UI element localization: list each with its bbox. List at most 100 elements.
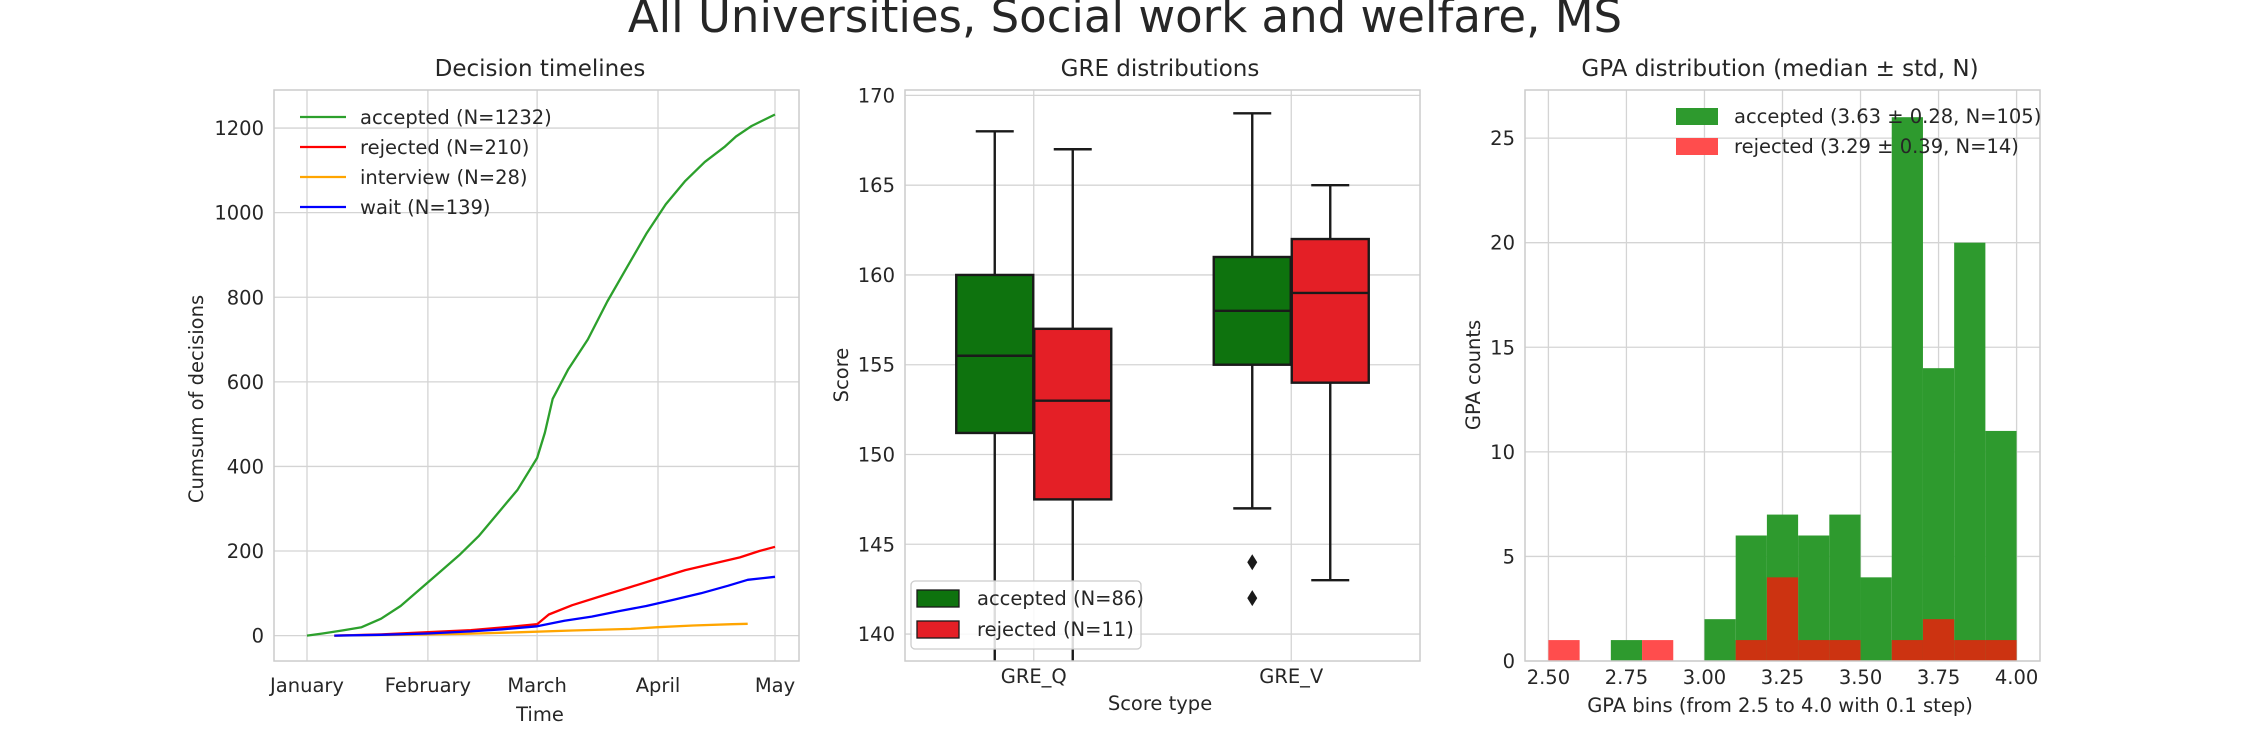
timeline-xlabel: Time (515, 703, 564, 726)
gpa-bar-accepted (1610, 640, 1643, 661)
gpa-title: GPA distribution (median ± std, N) (1581, 56, 1978, 82)
gpa-xtick: 2.50 (1527, 666, 1570, 689)
legend-swatch-hist_accepted (1676, 108, 1718, 125)
timeline-xtick: May (755, 674, 795, 697)
gpa-xtick: 2.75 (1605, 666, 1648, 689)
legend-label-box_rejected: rejected (N=11) (977, 618, 1134, 641)
gpa-bar-rejected (1829, 640, 1861, 661)
timeline-ytick: 600 (227, 371, 264, 394)
gpa-bar-accepted (1891, 117, 1923, 661)
gpa-bar-rejected (1985, 640, 2017, 661)
timeline-grid (274, 90, 799, 661)
gpa-ytick: 25 (1490, 127, 1515, 150)
timeline-ytick: 400 (227, 455, 264, 478)
timeline-xtick: March (507, 674, 566, 697)
gpa-bar-rejected (1642, 640, 1674, 661)
gre-box-box_accepted-GRE_V (1212, 112, 1292, 607)
gpa-xtick: 4.00 (1995, 666, 2038, 689)
gre-ylabel: Score (830, 348, 853, 403)
gre-box-body (955, 273, 1035, 435)
gpa-bar-accepted (1922, 368, 1955, 661)
gpa-legend: accepted (3.63 ± 0.28, N=105) rejected (3… (1676, 105, 2041, 158)
timeline-frame (273, 89, 800, 662)
gpa-ytick: 20 (1490, 232, 1515, 255)
timeline-title: Decision timelines (435, 56, 646, 82)
gre-box-body (1290, 237, 1370, 384)
legend-swatch-box_accepted (916, 589, 960, 608)
timeline-xtick: January (268, 674, 344, 697)
gpa-xtick: 3.75 (1917, 666, 1960, 689)
gpa-bar-rejected (1766, 577, 1799, 661)
timeline-ytick: 1200 (214, 117, 264, 140)
gpa-ytick: 0 (1503, 650, 1515, 673)
gre-ticks: GRE_Q GRE_V 140 145 150 155 160 165 170 (858, 84, 1324, 688)
legend-label-box_accepted: accepted (N=86) (977, 587, 1144, 610)
gre-xtick: GRE_V (1259, 665, 1324, 688)
gpa-bar-accepted (1829, 514, 1861, 661)
timeline-line-accepted (306, 113, 776, 637)
gpa-xtick: 3.00 (1683, 666, 1726, 689)
legend-swatch-hist_rejected (1676, 138, 1718, 155)
timeline-ytick: 800 (227, 286, 264, 309)
gpa-bar-rejected (1735, 640, 1767, 661)
timeline-xtick: February (385, 674, 471, 697)
gre-ytick: 145 (858, 533, 895, 556)
legend-swatch-box_rejected (916, 620, 960, 639)
gpa-bar-accepted (1985, 430, 2017, 661)
gpa-bars (1548, 117, 2017, 661)
gre-boxes (955, 112, 1370, 661)
gpa-bar-accepted (1860, 577, 1892, 661)
gre-panel: GRE distributions Score type Score GRE_Q… (830, 56, 1421, 715)
timeline-ticks: January February March April May 0 200 400 600 80… (214, 117, 795, 697)
gre-ytick: 160 (858, 264, 895, 287)
gre-box-body (1033, 327, 1113, 501)
gpa-bar-rejected (1922, 619, 1955, 661)
timeline-ytick: 0 (252, 625, 264, 648)
gpa-frame (1524, 89, 2041, 662)
gre-ytick: 140 (858, 623, 895, 646)
gre-frame (904, 89, 1421, 662)
timeline-xtick: April (636, 674, 681, 697)
gre-box-box_rejected-GRE_Q (1033, 148, 1113, 661)
gre-ytick: 150 (858, 444, 895, 467)
gre-ytick: 155 (858, 354, 895, 377)
gre-ytick: 170 (858, 84, 895, 107)
legend-label-wait: wait (N=139) (360, 196, 491, 219)
timeline-ytick: 1000 (214, 202, 264, 225)
gpa-panel: GPA distribution (median ± std, N) GPA b… (1462, 56, 2041, 717)
gre-ytick: 165 (858, 174, 895, 197)
gpa-ytick: 10 (1490, 441, 1515, 464)
gpa-xtick: 3.50 (1839, 666, 1882, 689)
gpa-bar-rejected (1891, 640, 1923, 661)
legend-label-hist_rejected: rejected (3.29 ± 0.39, N=14) (1734, 135, 2019, 158)
gpa-bar-rejected (1548, 640, 1580, 661)
timeline-legend: accepted (N=1232) rejected (N=210) intervi… (300, 106, 552, 219)
legend-label-hist_accepted: accepted (3.63 ± 0.28, N=105) (1734, 105, 2041, 128)
gre-flier (1247, 590, 1258, 607)
timeline-line-wait (334, 575, 776, 637)
timeline-lines (306, 113, 776, 637)
gpa-ticks: 2.50 2.75 3.00 3.25 3.50 3.75 4.00 0 5 10 15 20 25 (1490, 127, 2038, 689)
gre-box-box_accepted-GRE_Q (955, 130, 1035, 661)
gre-xlabel: Score type (1108, 692, 1212, 715)
timeline-line-rejected (334, 545, 776, 637)
gre-legend: accepted (N=86) rejected (N=11) (910, 580, 1144, 650)
legend-label-interview: interview (N=28) (360, 166, 528, 189)
gre-flier (1247, 554, 1258, 571)
gpa-bar-rejected (1954, 640, 1986, 661)
gpa-xtick: 3.25 (1761, 666, 1804, 689)
legend-label-accepted: accepted (N=1232) (360, 106, 552, 129)
figure-suptitle: All Universities, Social work and welfar… (628, 0, 1622, 43)
gpa-xlabel: GPA bins (from 2.5 to 4.0 with 0.1 step) (1587, 694, 1973, 717)
gre-title: GRE distributions (1061, 56, 1260, 82)
gpa-bar-rejected (1798, 640, 1830, 661)
legend-label-rejected: rejected (N=210) (360, 136, 529, 159)
timeline-ylabel: Cumsum of decisions (185, 295, 208, 503)
gpa-bar-accepted (1704, 619, 1736, 661)
gpa-bar-accepted (1954, 242, 1986, 661)
gpa-ytick: 15 (1490, 336, 1515, 359)
timeline-ytick: 200 (227, 540, 264, 563)
gpa-ylabel: GPA counts (1462, 320, 1485, 430)
gre-box-box_rejected-GRE_V (1290, 183, 1370, 582)
